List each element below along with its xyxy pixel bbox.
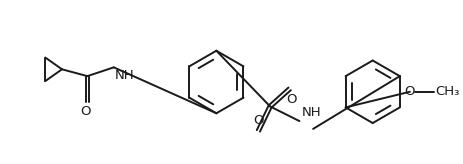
Text: CH₃: CH₃ <box>434 85 459 98</box>
Text: O: O <box>404 85 414 98</box>
Text: O: O <box>253 114 263 127</box>
Text: O: O <box>286 93 296 106</box>
Text: O: O <box>80 105 90 118</box>
Text: NH: NH <box>301 106 320 119</box>
Text: NH: NH <box>114 69 134 82</box>
